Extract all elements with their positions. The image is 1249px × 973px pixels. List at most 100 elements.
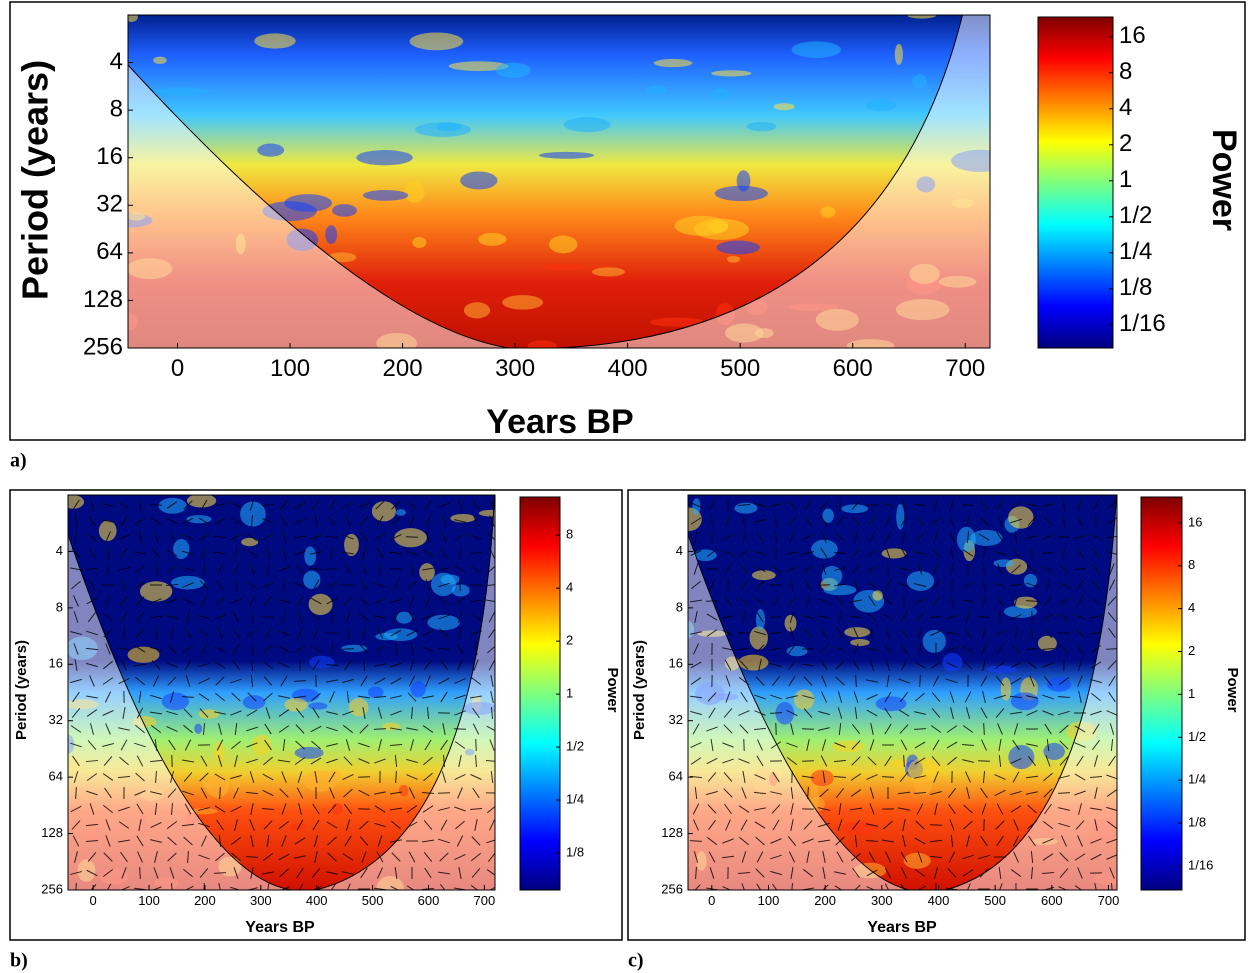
phase-arrow <box>311 612 321 622</box>
phase-arrow <box>929 839 943 843</box>
phase-arrow <box>949 691 955 703</box>
phase-arrow <box>105 531 111 543</box>
phase-arrow <box>422 549 434 557</box>
phase-arrow <box>71 708 81 718</box>
phase-arrow <box>866 694 878 700</box>
phase-arrow <box>70 631 82 635</box>
phase-arrow <box>852 563 860 575</box>
phase-arrow <box>426 706 430 720</box>
phase-arrow <box>214 805 226 813</box>
phase-arrow <box>87 740 97 750</box>
spectrum-blob <box>382 722 401 731</box>
phase-arrow <box>469 807 483 811</box>
phase-arrow <box>231 660 241 670</box>
phase-arrow <box>1042 820 1054 830</box>
phase-arrow <box>408 851 416 863</box>
colorbar-tick-label: 1 <box>1188 686 1195 701</box>
phase-arrow <box>217 723 223 735</box>
phase-arrow <box>884 851 892 863</box>
phase-arrow <box>250 610 254 624</box>
phase-arrow <box>1108 627 1116 639</box>
phase-arrow <box>278 645 290 653</box>
phase-arrow <box>406 821 418 829</box>
phase-arrow <box>914 661 926 669</box>
phase-arrow <box>294 501 306 509</box>
phase-arrow <box>979 516 989 526</box>
phase-arrow <box>471 868 481 878</box>
phase-arrow <box>691 580 701 590</box>
phase-arrow <box>725 691 731 703</box>
phase-arrow <box>442 723 446 735</box>
phase-arrow <box>440 819 448 831</box>
phase-arrow <box>755 644 765 654</box>
phase-arrow <box>1059 852 1069 862</box>
phase-arrow <box>725 675 731 687</box>
phase-arrow <box>917 851 923 863</box>
phase-arrow <box>1059 740 1069 750</box>
phase-arrow <box>374 597 386 605</box>
phase-arrow <box>1089 776 1103 778</box>
x-tick-label: 500 <box>720 355 760 382</box>
phase-arrow <box>982 563 986 575</box>
phase-arrow <box>1027 804 1037 814</box>
phase-arrow <box>150 646 162 652</box>
phase-arrow <box>789 531 795 543</box>
phase-arrow <box>311 740 321 750</box>
phase-arrow <box>425 595 431 607</box>
colorbar <box>1037 16 1114 349</box>
phase-arrow <box>689 599 703 603</box>
phase-arrow <box>866 823 878 827</box>
phase-arrow <box>755 868 765 878</box>
phase-arrow <box>488 499 495 511</box>
phase-arrow <box>706 548 718 558</box>
phase-arrow <box>690 742 702 748</box>
phase-arrow <box>851 740 861 750</box>
phase-arrow <box>279 500 289 510</box>
phase-arrow <box>71 580 81 590</box>
phase-arrow <box>1013 819 1019 831</box>
phase-arrow <box>263 644 273 654</box>
phase-arrow <box>314 851 318 863</box>
phase-arrow <box>70 678 82 684</box>
phase-arrow <box>422 567 434 571</box>
phase-arrow <box>852 659 860 671</box>
phase-arrow <box>1030 850 1034 864</box>
phase-arrow <box>898 566 910 572</box>
spectrum-blob <box>653 58 693 68</box>
phase-arrow <box>867 612 877 622</box>
phase-arrow <box>963 804 973 814</box>
phase-arrow <box>424 499 432 511</box>
phase-arrow <box>980 787 988 799</box>
phase-arrow <box>394 754 398 768</box>
phase-arrow <box>279 868 289 878</box>
phase-arrow <box>786 756 798 766</box>
phase-arrow <box>914 775 926 779</box>
phase-arrow <box>251 514 253 528</box>
phase-arrow <box>802 868 814 878</box>
phase-arrow <box>787 596 797 606</box>
phase-arrow <box>326 581 338 589</box>
phase-arrow <box>136 835 144 847</box>
phase-arrow <box>187 850 189 864</box>
phase-arrow <box>85 759 99 763</box>
phase-arrow <box>374 677 386 685</box>
phase-arrow <box>998 754 1002 768</box>
phase-arrow <box>121 579 127 591</box>
phase-arrow <box>487 805 495 814</box>
spectrum-blob <box>251 734 272 756</box>
phase-arrow <box>135 580 145 590</box>
phase-arrow <box>899 691 909 703</box>
phase-arrow <box>884 883 890 890</box>
phase-arrow <box>343 756 353 766</box>
phase-arrow <box>184 627 192 639</box>
phase-arrow <box>183 724 193 734</box>
phase-arrow <box>853 579 859 591</box>
phase-arrow <box>184 803 192 815</box>
phase-arrow <box>982 659 986 671</box>
phase-arrow <box>787 659 797 671</box>
phase-arrow <box>312 579 320 591</box>
phase-arrow <box>182 550 194 556</box>
phase-arrow <box>930 630 942 636</box>
phase-arrow <box>900 883 906 890</box>
phase-arrow <box>854 531 858 543</box>
